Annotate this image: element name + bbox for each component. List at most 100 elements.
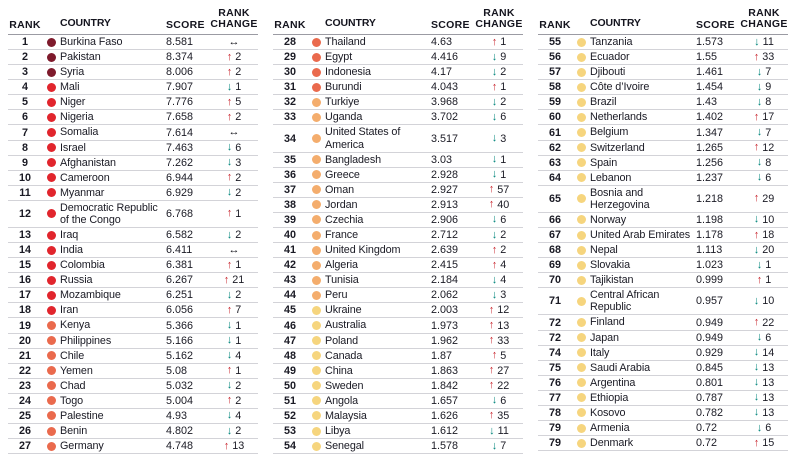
rank-change-arrow-icon: ↓ bbox=[756, 171, 763, 184]
dot-cell bbox=[307, 441, 325, 451]
country-name: India bbox=[60, 244, 83, 257]
rank-change: ↑ 1 bbox=[475, 36, 523, 48]
dot-cell bbox=[42, 128, 60, 137]
country-name: Algeria bbox=[325, 259, 358, 272]
rank-change-value: 22 bbox=[762, 316, 775, 329]
severity-dot-icon bbox=[576, 158, 586, 168]
dot-cell bbox=[42, 245, 60, 255]
country-name: Lebanon bbox=[590, 171, 632, 184]
dot-cell bbox=[42, 209, 60, 219]
severity-dot-icon bbox=[311, 321, 321, 331]
rank-change-arrow-icon: ↑ bbox=[488, 303, 495, 316]
rank-change-arrow-icon: ↑ bbox=[488, 334, 495, 347]
rank-value: 44 bbox=[283, 289, 296, 302]
score-value: 3.517 bbox=[431, 132, 459, 145]
rank-change-arrow-icon: ↑ bbox=[488, 319, 495, 332]
rank-value: 14 bbox=[18, 244, 31, 257]
severity-dot-icon bbox=[311, 230, 321, 240]
dot-cell bbox=[307, 426, 325, 436]
dot-cell bbox=[572, 378, 590, 388]
score-value: 3.03 bbox=[431, 153, 453, 166]
score-value: 7.907 bbox=[166, 81, 194, 94]
dot-cell bbox=[307, 97, 325, 107]
country-row: 3 Syria 8.006 ↑ 2 bbox=[8, 65, 258, 81]
rank-value: 11 bbox=[19, 186, 31, 199]
country-row: 1 Burkina Faso 8.581 ↔ bbox=[8, 35, 258, 51]
score-value: 5.032 bbox=[166, 379, 194, 392]
rank-change-arrow-icon: ↑ bbox=[491, 35, 498, 48]
rank-change-arrow-icon: ↓ bbox=[756, 258, 763, 271]
severity-dot-icon bbox=[46, 143, 56, 153]
rank-value: 49 bbox=[283, 364, 296, 377]
dot-cell bbox=[572, 318, 590, 328]
country-row: 65 Bosnia and Herzegovina 1.218 ↑ 29 bbox=[538, 186, 788, 213]
rank-change: ↓ 2 bbox=[475, 66, 523, 78]
severity-dot-icon bbox=[576, 423, 586, 433]
severity-dot-icon bbox=[46, 290, 56, 300]
country-name: Yemen bbox=[60, 364, 93, 377]
country-name: Chad bbox=[60, 379, 86, 392]
rank-change-value: 4 bbox=[500, 274, 507, 287]
rank-change-arrow-icon: ↑ bbox=[753, 436, 760, 449]
dot-cell bbox=[572, 112, 590, 122]
rank-change-arrow-icon: ↓ bbox=[491, 228, 498, 241]
rank-header: RANK bbox=[9, 19, 41, 31]
rank-change-arrow-icon: ↓ bbox=[226, 319, 233, 332]
score-value: 0.929 bbox=[696, 346, 724, 359]
score-value: 2.062 bbox=[431, 289, 459, 302]
rank-change-value: 1 bbox=[235, 259, 242, 272]
severity-dot-icon bbox=[576, 52, 586, 62]
country-name: Spain bbox=[590, 156, 618, 169]
rank-change-header-line2: CHANGE bbox=[475, 18, 523, 31]
country-name: Chile bbox=[60, 349, 85, 362]
country-row: 33 Uganda 3.702 ↓ 6 bbox=[273, 110, 523, 126]
country-row: 11 Myanmar 6.929 ↓ 2 bbox=[8, 186, 258, 201]
rank-change: ↓ 2 bbox=[210, 187, 258, 199]
rank-change: ↓ 10 bbox=[740, 295, 788, 307]
score-header: SCORE bbox=[166, 19, 205, 31]
severity-dot-icon bbox=[576, 393, 586, 403]
rank-change-arrow-icon: ↓ bbox=[491, 439, 498, 452]
country-name: Switzerland bbox=[590, 141, 645, 154]
country-row: 45 Ukraine 2.003 ↑ 12 bbox=[273, 303, 523, 319]
score-value: 5.166 bbox=[166, 334, 194, 347]
country-row: 2 Pakistan 8.374 ↑ 2 bbox=[8, 50, 258, 66]
rank-change: ↑ 13 bbox=[475, 320, 523, 332]
country-row: 66 Norway 1.198 ↓ 10 bbox=[538, 213, 788, 229]
rank-value: 36 bbox=[283, 168, 296, 181]
country-name: Bangladesh bbox=[325, 153, 382, 166]
rank-change: ↔ bbox=[210, 244, 258, 256]
rank-change-arrow-icon: ↓ bbox=[756, 80, 763, 93]
dot-cell bbox=[307, 112, 325, 122]
score-value: 7.614 bbox=[166, 126, 194, 139]
rank-value: 30 bbox=[283, 66, 296, 79]
rank-value: 23 bbox=[18, 379, 31, 392]
rank-change-arrow-icon: ↓ bbox=[226, 334, 233, 347]
severity-dot-icon bbox=[576, 296, 586, 306]
country-row: 8 Israel 7.463 ↓ 6 bbox=[8, 141, 258, 156]
country-name: Slovakia bbox=[590, 259, 631, 272]
country-row: 60 Netherlands 1.402 ↑ 17 bbox=[538, 110, 788, 126]
score-value: 0.845 bbox=[696, 361, 724, 374]
score-value: 2.906 bbox=[431, 213, 459, 226]
rank-change-value: 9 bbox=[765, 81, 772, 94]
rank-change: ↓ 1 bbox=[740, 259, 788, 271]
country-row: 4 Mali 7.907 ↓ 1 bbox=[8, 80, 258, 96]
rank-change-value: 7 bbox=[500, 440, 507, 453]
severity-dot-icon bbox=[46, 158, 56, 168]
rank-change: ↑ 33 bbox=[740, 51, 788, 63]
country-row: 38 Jordan 2.913 ↑ 40 bbox=[273, 198, 523, 213]
rank-change: ↑ 57 bbox=[475, 184, 523, 196]
rank-change: ↓ 1 bbox=[475, 169, 523, 181]
severity-dot-icon bbox=[576, 82, 586, 92]
score-value: 1.573 bbox=[696, 36, 724, 49]
rank-value: 12 bbox=[18, 207, 31, 220]
dot-cell bbox=[572, 275, 590, 285]
dot-cell bbox=[42, 188, 60, 198]
dot-cell bbox=[572, 438, 590, 448]
country-name: Nigeria bbox=[60, 111, 94, 124]
country-row: 14 India 6.411 ↔ bbox=[8, 243, 258, 259]
score-value: 1.842 bbox=[431, 379, 459, 392]
table-header: RANK COUNTRY SCORE RANK CHANGE bbox=[8, 5, 258, 35]
severity-dot-icon bbox=[576, 173, 586, 183]
